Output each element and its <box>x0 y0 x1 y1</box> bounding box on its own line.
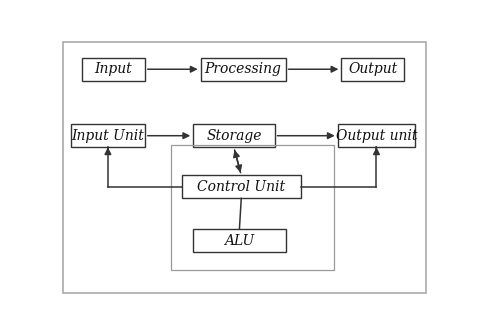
Bar <box>341 58 404 81</box>
Text: Processing: Processing <box>205 62 282 76</box>
Bar <box>71 124 145 147</box>
Bar <box>193 229 286 252</box>
Text: Output: Output <box>348 62 397 76</box>
Text: Control Unit: Control Unit <box>197 180 285 194</box>
Text: Storage: Storage <box>206 129 261 143</box>
Bar <box>82 58 145 81</box>
Text: Input Unit: Input Unit <box>72 129 144 143</box>
Bar <box>200 58 286 81</box>
Bar <box>182 175 301 198</box>
Bar <box>193 124 274 147</box>
Text: ALU: ALU <box>224 233 255 248</box>
Text: Output unit: Output unit <box>336 129 417 143</box>
Text: Input: Input <box>95 62 132 76</box>
Bar <box>171 145 334 270</box>
Bar <box>337 124 415 147</box>
